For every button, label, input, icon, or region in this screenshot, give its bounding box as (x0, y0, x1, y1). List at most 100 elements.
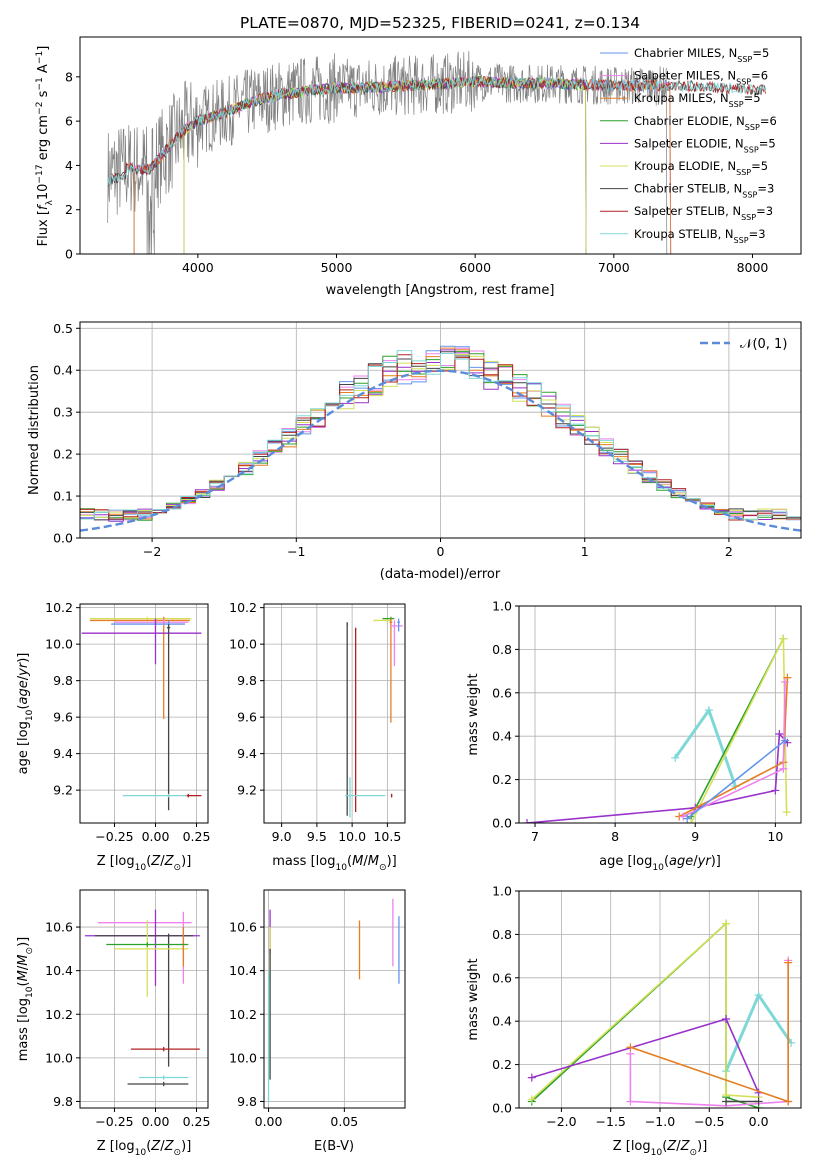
label-part: =3 (757, 182, 774, 196)
weight-marker (683, 814, 692, 823)
x-tick-label: 1 (581, 544, 589, 559)
x-tick-label: 7 (531, 829, 539, 844)
label-part: / (16, 965, 31, 970)
label-part: ⊙ (25, 947, 35, 955)
y-tick-label: 9.2 (53, 783, 73, 798)
x-tick-label: 9.0 (272, 829, 292, 844)
y-axis-label: mass [log10(M/M⊙)] (16, 937, 35, 1061)
weight-line (690, 638, 788, 823)
plot-area (519, 891, 801, 1108)
label-part: / (676, 1139, 681, 1154)
label-part: )] (16, 653, 31, 663)
label-part: Salpeter STELIB, N (634, 204, 741, 218)
y-tick-label: 0.0 (492, 1101, 512, 1116)
label-part: )] (181, 1139, 191, 1154)
label-part: M (16, 970, 31, 981)
y-tick-label: 0.5 (53, 321, 73, 336)
label-part: =5 (759, 136, 776, 150)
weight-marker (722, 1015, 731, 1024)
y-tick-label: 10.4 (45, 963, 73, 978)
x-tick-label: 0.00 (142, 1114, 170, 1129)
label-part: ( (16, 704, 31, 709)
y-tick-label: 9.8 (53, 1094, 73, 1109)
legend-entry: Kroupa STELIB, NSSP=3 (634, 227, 766, 245)
label-part: =3 (756, 204, 773, 218)
x-tick-label: −0.5 (694, 1114, 724, 1129)
label-part: 10 (652, 863, 664, 873)
label-part: SSP (741, 213, 756, 222)
axes-frame (79, 889, 209, 1109)
y-tick-label: 0.2 (492, 772, 512, 787)
plot-area (519, 606, 801, 823)
label-part: age (669, 854, 693, 869)
plot-area (80, 604, 208, 823)
label-part: Z (164, 854, 175, 869)
weight-marker (722, 919, 731, 928)
label-part: s (36, 90, 51, 101)
label-part: −2 (35, 102, 45, 115)
y-tick-label: 0.8 (492, 927, 512, 942)
y-tick-label: 10.6 (229, 920, 257, 935)
weight-marker (671, 753, 680, 762)
y-tick-label: 0.6 (492, 685, 512, 700)
x-axis-label: age [log10(age/yr)] (599, 854, 721, 873)
label-part: Kroupa ELODIE, N (634, 159, 736, 173)
weight-line (531, 1018, 760, 1094)
x-tick-label: 0.00 (142, 829, 170, 844)
y-tick-label: 8 (65, 69, 73, 84)
label-part: ⊙ (174, 1148, 182, 1158)
legend-entry: Salpeter ELODIE, NSSP=5 (634, 136, 776, 154)
model-spectrum (133, 75, 672, 254)
model-spectrum (133, 75, 672, 254)
x-tick-label: 4000 (182, 260, 214, 275)
x-tick-label: −1 (287, 544, 305, 559)
x-axis-label: E(B-V) (314, 1139, 354, 1154)
x-tick-label: 0.25 (183, 829, 211, 844)
y-tick-label: 0.1 (53, 489, 73, 504)
label-part: ( (662, 1139, 667, 1154)
label-part: M (352, 854, 363, 869)
label-part: SSP (744, 145, 759, 154)
label-part: / (16, 675, 31, 680)
x-tick-label: 9.5 (307, 829, 327, 844)
y-tick-label: 10.2 (229, 600, 257, 615)
weight-line (682, 681, 786, 818)
x-tick-label: 8000 (737, 260, 769, 275)
label-part: M (368, 854, 379, 869)
axes-frame (79, 321, 802, 539)
y-tick-label: 0 (65, 247, 73, 262)
y-tick-label: 4 (65, 158, 73, 173)
y-tick-label: 9.6 (237, 710, 257, 725)
label-part: Chabrier STELIB, N (634, 182, 742, 196)
label-part: Salpeter ELODIE, N (634, 136, 744, 150)
label-part: / (693, 854, 698, 869)
label-part: =6 (760, 114, 777, 128)
label-part: yr (16, 661, 31, 677)
x-tick-label: −2 (143, 544, 161, 559)
x-axis-label: Z [log10(Z/Z⊙)] (97, 1139, 192, 1158)
x-tick-label: 0 (437, 544, 445, 559)
label-part: )] (16, 937, 31, 947)
x-tick-label: 10 (767, 829, 783, 844)
weight-marker (687, 819, 696, 823)
legend-entry: Kroupa ELODIE, NSSP=5 (634, 159, 768, 177)
y-tick-label: 9.6 (53, 710, 73, 725)
label-part: f (36, 203, 51, 210)
label-part: Z [log (97, 1139, 135, 1154)
y-tick-label: 0.4 (492, 1014, 512, 1029)
x-tick-label: −2.0 (546, 1114, 576, 1129)
axes-residuals: −2 −1 0 1 2 0.0 0.1 0.2 0.3 0.4 0.5 (53, 321, 802, 559)
x-tick-label: −0.25 (95, 1114, 133, 1129)
label-part: Salpeter MILES, N (634, 69, 736, 83)
label-part: λ (45, 200, 55, 206)
label-part: Z (666, 1139, 677, 1154)
label-part: mass [log (16, 998, 31, 1061)
weight-marker (523, 819, 532, 823)
weight-marker (775, 730, 784, 739)
x-tick-label: 7000 (598, 260, 630, 275)
x-tick-label: −1.5 (596, 1114, 626, 1129)
x-tick-label: 0.00 (255, 1114, 283, 1129)
y-tick-label: 9.8 (237, 673, 257, 688)
y-tick-label: 0.0 (53, 531, 73, 546)
